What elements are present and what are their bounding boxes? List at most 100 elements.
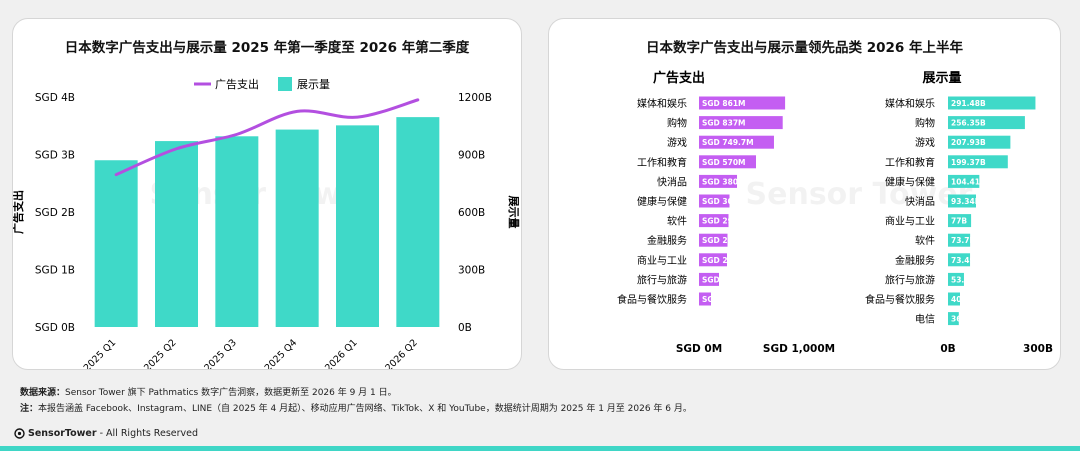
- category-bar: [948, 233, 971, 247]
- bar-value-label: 104.41B: [951, 177, 986, 186]
- bar-value-label: 73.49: [951, 256, 975, 265]
- x-tick-label: 2025 Q4: [263, 337, 300, 369]
- category-label: 媒体和娱乐: [885, 97, 935, 110]
- bar-value-label: SG: [702, 295, 714, 304]
- category-bar: [948, 292, 960, 306]
- x-tick-label: SGD 1,000M: [763, 343, 835, 355]
- scope-note: 注：本报告涵盖 Facebook、Instagram、LINE（自 2025 年…: [20, 404, 692, 414]
- category-label: 商业与工业: [885, 215, 935, 228]
- bottom-accent-bar: [0, 446, 1080, 451]
- x-tick-label: 300B: [1023, 343, 1053, 355]
- category-label: 软件: [667, 215, 687, 228]
- category-bar: [699, 174, 738, 188]
- category-label: 媒体和娱乐: [637, 97, 687, 110]
- category-label: 购物: [915, 117, 935, 130]
- x-tick-label: 2026 Q2: [383, 337, 420, 369]
- category-bar: [948, 253, 971, 267]
- ad-spend-line: [114, 98, 420, 177]
- combo-chart-panel: 日本数字广告支出与展示量 2025 年第一季度至 2026 年第二季度 Sens…: [12, 18, 522, 370]
- bar-value-label: SGD 570M: [702, 158, 746, 167]
- category-chart-title: 日本数字广告支出与展示量领先品类 2026 年上半年: [646, 40, 963, 56]
- bar-value-label: 199.37B: [951, 158, 986, 167]
- rights-text: - All Rights Reserved: [99, 428, 199, 439]
- legend: 广告支出 展示量: [194, 77, 330, 91]
- category-bar: [699, 214, 729, 228]
- category-label: 快消品: [657, 175, 687, 188]
- sensor-tower-logo-icon: [14, 428, 25, 439]
- y-right-tick-label: 300B: [458, 265, 485, 277]
- bar-value-label: 77B: [951, 217, 967, 226]
- combo-chart-title: 日本数字广告支出与展示量 2025 年第一季度至 2026 年第二季度: [64, 40, 470, 56]
- x-tick-label: 2025 Q3: [202, 337, 239, 369]
- category-label: 金融服务: [895, 254, 935, 267]
- spend-bar-chart: 媒体和娱乐 SGD 861M 购物 SGD 837M 游戏 SGD 749.7M 工作和教育…: [617, 96, 835, 355]
- bar-value-label: 256.35B: [951, 119, 986, 128]
- category-bar: [699, 292, 711, 306]
- bar-value-label: SGD :: [702, 275, 725, 284]
- bar-value-label: 53.2: [951, 275, 970, 284]
- category-label: 健康与保健: [637, 195, 687, 208]
- category-bar: [948, 312, 959, 326]
- category-bar: [699, 272, 719, 286]
- legend-bar-label: 展示量: [297, 78, 330, 91]
- y-right-tick-label: 600B: [458, 207, 485, 219]
- y-left-tick-label: SGD 1B: [35, 265, 75, 277]
- y-right-tick-label: 1200B: [458, 92, 492, 104]
- category-bar: [699, 116, 783, 130]
- source-note: 数据来源：Sensor Tower 旗下 Pathmatics 数字广告洞察，数…: [20, 388, 397, 398]
- spend-header: 广告支出: [653, 70, 705, 86]
- legend-line-label: 广告支出: [215, 77, 259, 91]
- impressions-bar: [275, 129, 319, 327]
- category-label: 游戏: [667, 136, 687, 149]
- category-label: 软件: [915, 234, 935, 247]
- category-label: 游戏: [915, 136, 935, 149]
- bar-value-label: 73.7B: [951, 236, 976, 245]
- category-label: 购物: [667, 117, 687, 130]
- bar-value-label: SGD 30!: [702, 197, 736, 206]
- x-tick-label: 2026 Q1: [323, 337, 360, 369]
- bar-value-label: SGD 29(: [702, 217, 736, 226]
- y-left-tick-label: SGD 0B: [35, 322, 75, 334]
- category-label: 工作和教育: [885, 156, 935, 169]
- category-label: 旅行与旅游: [885, 273, 935, 286]
- x-tick-label: 2025 Q2: [142, 337, 179, 369]
- bar-value-label: SGD 861M: [702, 99, 746, 108]
- legend-bar-swatch: [278, 77, 292, 91]
- category-label: 健康与保健: [885, 175, 935, 188]
- y-left-tick-label: SGD 3B: [35, 150, 75, 162]
- x-tick-label: 0B: [940, 343, 955, 355]
- bar-value-label: 207.93B: [951, 138, 986, 147]
- category-bar: [948, 194, 977, 208]
- category-label: 商业与工业: [637, 254, 687, 267]
- category-bar: [948, 135, 1011, 149]
- brand-name: SensorTower: [28, 428, 97, 439]
- category-bar: [948, 116, 1025, 130]
- category-label: 金融服务: [647, 234, 687, 247]
- y-right-tick-label: 900B: [458, 150, 485, 162]
- category-label: 食品与餐饮服务: [617, 293, 687, 306]
- category-label: 食品与餐饮服务: [865, 293, 935, 306]
- category-bar: [699, 96, 786, 110]
- category-bar: [948, 272, 964, 286]
- y-left-axis-label: 广告支出: [13, 190, 25, 234]
- category-label: 电信: [915, 313, 935, 326]
- bar-value-label: SGD 749.7M: [702, 138, 754, 147]
- bar-value-label: SGD 380.2: [702, 177, 746, 186]
- impressions-bar: [336, 125, 379, 327]
- x-tick-label: 2025 Q1: [82, 337, 119, 369]
- category-bar: [948, 214, 972, 228]
- category-chart-panel: 日本数字广告支出与展示量领先品类 2026 年上半年 Sensor Tower …: [548, 18, 1061, 370]
- bar-value-label: 291.48B: [951, 99, 986, 108]
- bar-value-label: 36: [951, 315, 961, 324]
- category-bar: [699, 253, 727, 267]
- watermark: Sensor Tower: [746, 177, 973, 212]
- category-label: 旅行与旅游: [637, 273, 687, 286]
- impressions-bar: [215, 136, 259, 327]
- impressions-bar-chart: 媒体和娱乐 291.48B 购物 256.35B 游戏 207.93B 工作和教育 199.3…: [865, 96, 1053, 355]
- bar-value-label: 40.: [951, 295, 964, 304]
- bar-value-label: SGD 837M: [702, 119, 746, 128]
- category-label: 快消品: [905, 195, 935, 208]
- x-tick-label: SGD 0M: [676, 343, 722, 355]
- impressions-bar: [155, 141, 198, 327]
- y-right-axis-label: 展示量: [507, 195, 520, 229]
